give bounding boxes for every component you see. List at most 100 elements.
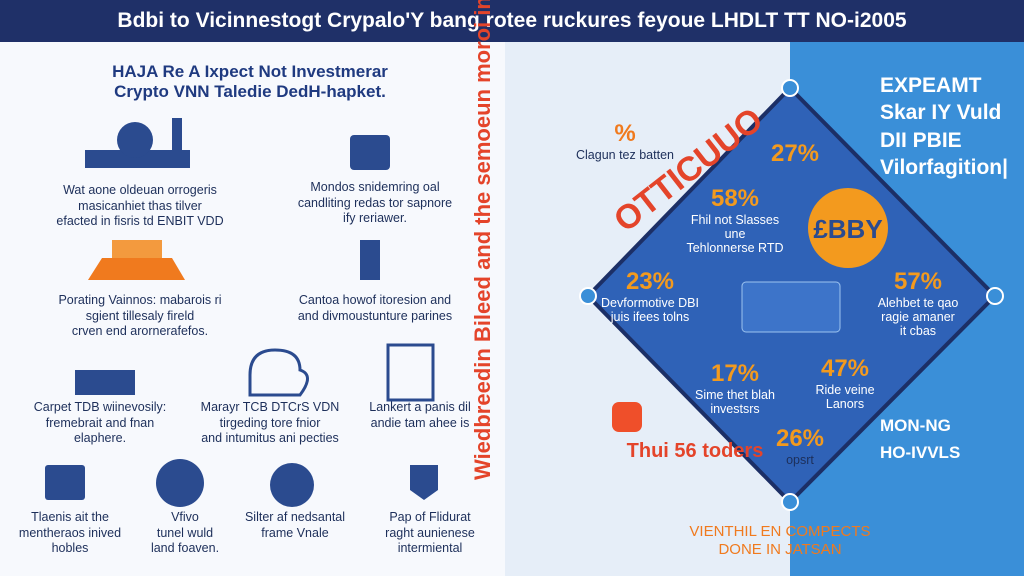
- stat-line: Fhil not Slasses: [690, 212, 780, 227]
- item-line: efacted in fisris td ENBIT VDD: [56, 214, 224, 229]
- stat: 17% Sime thet blah investsrs: [655, 360, 815, 416]
- icon-circle: [156, 459, 204, 507]
- item-line: and intumitus ani pecties: [201, 431, 339, 446]
- icon-shield: [410, 465, 438, 500]
- item-text: Marayr TCB DTCrS VDN tirgeding tore fnior…: [170, 400, 370, 447]
- item-line: Carpet TDB wiinevosily:: [33, 400, 167, 414]
- item-line: Silter af nedsantal: [244, 510, 346, 524]
- app-icon: [612, 402, 642, 432]
- stat-line: Clagun tez batten: [576, 147, 674, 162]
- item-text: Lankert a panis dil andie tam ahee is: [320, 400, 520, 431]
- item-line: Porating Vainnos: mabarois ri: [58, 293, 222, 307]
- panel-line: HO-IVVLS: [880, 443, 961, 463]
- panel-line: Vilorfagition|: [880, 155, 1008, 179]
- item-line: land foaven.: [150, 541, 220, 556]
- bottom-line: DONE IN JATSAN: [718, 541, 842, 558]
- icon-dome: [117, 122, 153, 158]
- icon-building: [85, 150, 190, 168]
- icon-person: [360, 240, 380, 280]
- item-line: crven end arornerafefos.: [71, 324, 209, 339]
- title: Bdbi to Vicinnestogt Crypalo'Y bang rote…: [117, 9, 907, 32]
- icon-cloud: [270, 463, 314, 507]
- stat: 58% Fhil not Slasses une Tehlonnerse RTD: [655, 185, 815, 256]
- panel-line: MON-NG: [880, 416, 951, 435]
- dot: [579, 287, 597, 305]
- panel-line: DII PBIE: [880, 128, 962, 152]
- stat-value: 26%: [775, 425, 825, 452]
- stat: 47% Ride veine Lanors: [765, 355, 925, 411]
- stat-line: Lanors: [825, 396, 865, 411]
- stat: £BBY: [768, 214, 928, 245]
- bottom-text: VIENTHIL EN COMPECTS DONE IN JATSAN: [655, 523, 905, 559]
- stat: % Clagun tez batten: [545, 120, 705, 162]
- item-line: tirgeding tore fnior: [219, 415, 321, 430]
- stat: 23% Devformotive DBI juis ifees tolns: [570, 268, 730, 324]
- stat-value: 27%: [770, 140, 820, 167]
- left-heading: HAJA Re A Ixpect Not Investmerar Crypto …: [40, 62, 460, 103]
- panel-line: Skar IY Vuld: [880, 101, 1002, 125]
- item-line: ify reriawer.: [343, 211, 407, 226]
- icon-stack-top: [112, 240, 162, 258]
- stat-line: Alehbet te qao: [877, 295, 959, 310]
- stat-value: 23%: [625, 268, 675, 295]
- item-line: hobles: [51, 541, 89, 556]
- stat: 57% Alehbet te qao ragie amaner it cbas: [838, 268, 998, 339]
- stat-value: 58%: [710, 185, 760, 212]
- panel-text-2: MON-NG HO-IVVLS: [880, 412, 960, 466]
- icon-machine: [75, 370, 135, 395]
- stat-line: Ride veine: [815, 382, 875, 397]
- icon-cloud2: [248, 348, 309, 397]
- heading-line: Crypto VNN Taledie DedH-hapket.: [114, 82, 386, 102]
- item-line: mentheraos inived: [18, 525, 122, 540]
- item-text: Wat aone oldeuan orrogeris masicanhiet th…: [40, 183, 240, 230]
- stat-value: %: [614, 120, 636, 147]
- item-text: Vfivo tunel wuld land foaven.: [85, 510, 285, 557]
- stat-line: opsrt: [786, 452, 814, 467]
- item-text: Carpet TDB wiinevosily: fremebrait and fn…: [0, 400, 200, 447]
- item-line: frame Vnale: [261, 525, 329, 540]
- stat-value: 57%: [893, 268, 943, 295]
- stat-value: Thui 56 toders: [626, 440, 764, 462]
- dot: [781, 493, 799, 511]
- stat-line: investsrs: [710, 401, 760, 416]
- item-text: Cantoa howof itoresion and and divmoustun…: [275, 293, 475, 324]
- stat: 27%: [715, 140, 875, 168]
- stat: 26% opsrt: [720, 425, 880, 467]
- stat-line: Sime thet blah: [695, 387, 775, 402]
- item-text: Mondos snidemring oal candliting redas to…: [275, 180, 475, 227]
- heading-line: HAJA Re A Ixpect Not Investmerar: [112, 62, 388, 81]
- panel-line: EXPEAMT: [880, 74, 982, 97]
- item-line: Mondos snidemring oal: [310, 180, 440, 194]
- item-line: fremebrait and fnan: [45, 415, 155, 430]
- item-line: sgient tillesaly fireld: [85, 308, 195, 323]
- dot: [986, 287, 1004, 305]
- item-line: intermiental: [397, 541, 463, 556]
- dot: [781, 79, 799, 97]
- stat-line: it cbas: [899, 324, 937, 339]
- item-text: Silter af nedsantal frame Vnale: [195, 510, 395, 541]
- item-line: Vfivo: [171, 510, 199, 524]
- stat: Thui 56 toders: [615, 440, 775, 463]
- item-line: masicanhiet thas tilver: [78, 198, 202, 213]
- card-icon: [741, 281, 841, 333]
- item-line: tunel wuld: [156, 525, 214, 540]
- item-line: and divmoustunture parines: [297, 308, 453, 323]
- item-text: Pap of Flidurat raght aunienese intermient…: [330, 510, 530, 557]
- title-bar: [0, 0, 1024, 42]
- stat-line: Tehlonnerse RTD: [686, 241, 784, 256]
- item-line: Pap of Flidurat: [389, 510, 471, 524]
- stat-line: juis ifees tolns: [610, 309, 690, 324]
- stat-value: 17%: [710, 360, 760, 387]
- stat-line: une: [724, 226, 746, 241]
- stat-value: £BBY: [813, 214, 883, 244]
- item-line: raght aunienese: [385, 525, 475, 540]
- item-line: Cantoa howof itoresion and: [298, 293, 452, 307]
- icon-stack: [88, 258, 185, 280]
- item-text: Porating Vainnos: mabarois ri sgient till…: [40, 293, 240, 340]
- stat-line: ragie amaner: [881, 309, 955, 324]
- icon-monitor: [45, 465, 85, 500]
- icon-doc: [386, 343, 435, 402]
- vertical-text: Wiedbreedin Bileed and the semoeun moroi…: [470, 0, 495, 480]
